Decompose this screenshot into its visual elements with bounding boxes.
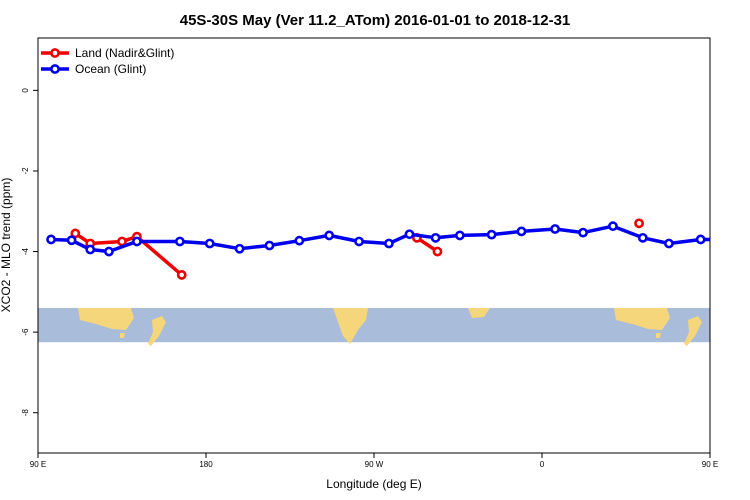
y-axis: 0 -2 -4 -6 -8	[21, 88, 38, 417]
x-tick-label: 90 E	[30, 460, 46, 469]
data-point	[174, 236, 185, 247]
data-point	[46, 234, 56, 245]
data-point	[85, 244, 96, 255]
series-1	[46, 221, 734, 257]
data-point	[104, 246, 114, 257]
map-land	[148, 315, 166, 346]
legend-label: Land (Nadir&Glint)	[75, 46, 174, 60]
map-land	[614, 307, 670, 330]
y-tick-label: -4	[21, 247, 30, 255]
data-point	[384, 238, 394, 249]
legend-label: Ocean (Glint)	[75, 62, 146, 76]
data-point	[432, 246, 443, 257]
data-point	[132, 236, 142, 247]
x-axis-label: Longitude (deg E)	[326, 477, 421, 491]
series-clip	[46, 218, 734, 280]
x-axis: 90 E 180 90 W 0 90 E	[30, 453, 718, 469]
data-point	[404, 229, 415, 240]
series-0	[70, 218, 644, 280]
data-point	[695, 234, 706, 245]
data-point	[324, 230, 335, 241]
data-point	[430, 232, 441, 243]
data-point	[66, 235, 77, 246]
data-point	[664, 238, 674, 249]
legend: Land (Nadir&Glint) Ocean (Glint)	[41, 46, 174, 76]
data-point	[294, 235, 305, 246]
map-land	[656, 332, 661, 338]
data-point	[234, 243, 245, 254]
data-point	[70, 228, 81, 239]
series-layer	[46, 218, 734, 280]
y-tick-label: -2	[21, 167, 30, 175]
chart-title: 45S-30S May (Ver 11.2_ATom) 2016-01-01 t…	[180, 12, 571, 29]
y-tick-label: -6	[21, 328, 30, 336]
legend-marker	[50, 48, 60, 58]
data-point	[176, 270, 187, 280]
series-line	[51, 224, 710, 254]
map-ocean	[38, 307, 710, 343]
map-land	[684, 315, 702, 346]
data-point	[516, 226, 527, 237]
data-point	[578, 227, 588, 238]
data-point	[454, 230, 465, 241]
data-point	[486, 229, 497, 240]
data-point	[550, 224, 560, 234]
map-strip	[38, 307, 710, 346]
x-tick-label: 90 W	[365, 460, 384, 469]
y-tick-label: 0	[21, 88, 30, 93]
y-tick-label: -8	[21, 409, 30, 417]
x-tick-label: 0	[540, 460, 545, 469]
legend-marker	[50, 64, 60, 74]
map-land	[120, 332, 125, 338]
data-point	[264, 240, 275, 251]
y-axis-label: XCO2 - MLO trend (ppm)	[0, 178, 13, 313]
data-point	[634, 218, 644, 229]
x-tick-label: 90 E	[702, 460, 718, 469]
data-point	[204, 238, 215, 249]
map-land	[468, 307, 490, 318]
data-point	[117, 236, 127, 247]
map-land	[78, 307, 134, 330]
x-tick-label: 180	[199, 460, 213, 469]
data-point	[727, 236, 734, 243]
data-point	[354, 236, 364, 247]
map-land	[333, 307, 368, 344]
data-point	[608, 221, 618, 232]
data-point	[637, 232, 648, 243]
